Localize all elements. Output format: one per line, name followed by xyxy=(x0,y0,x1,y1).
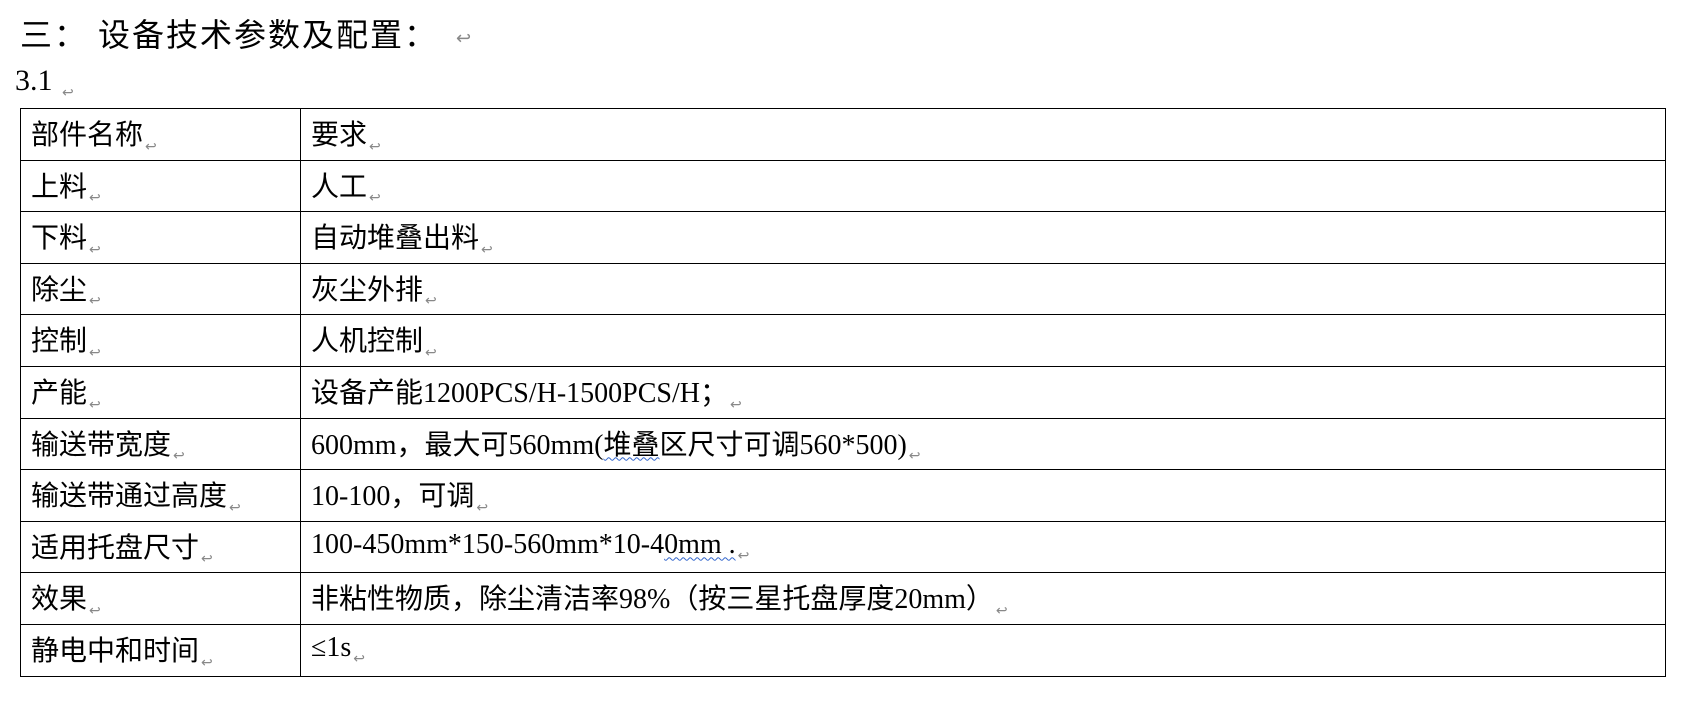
paragraph-mark-icon: ↩ xyxy=(201,552,213,567)
spec-value-text: 区尺寸可调560*500) xyxy=(659,430,906,461)
spec-value-cell: 要求↩ xyxy=(301,109,1666,161)
spec-value-cell: 自动堆叠出料↩ xyxy=(301,212,1666,264)
spec-value-cell: 人工↩ xyxy=(301,160,1666,212)
section-heading: 三： 设备技术参数及配置： ↩ xyxy=(20,10,1666,56)
spec-value-text: 灰尘外排 xyxy=(311,275,423,306)
spec-value-cell: 灰尘外排↩ xyxy=(301,263,1666,315)
paragraph-mark-icon: ↩ xyxy=(456,28,473,48)
spec-name-text: 输送带通过高度 xyxy=(31,481,227,512)
spec-name-cell: 除尘↩ xyxy=(21,263,301,315)
spec-name-cell: 下料↩ xyxy=(21,212,301,264)
table-row: 控制↩人机控制↩ xyxy=(21,315,1666,367)
spec-name-text: 静电中和时间 xyxy=(31,636,199,667)
paragraph-mark-icon: ↩ xyxy=(173,449,185,464)
spec-name-cell: 控制↩ xyxy=(21,315,301,367)
paragraph-mark-icon: ↩ xyxy=(201,656,213,671)
paragraph-mark-icon: ↩ xyxy=(229,501,241,516)
spec-name-text: 适用托盘尺寸 xyxy=(31,533,199,564)
table-row: 除尘↩灰尘外排↩ xyxy=(21,263,1666,315)
spec-value-cell: 设备产能1200PCS/H-1500PCS/H；↩ xyxy=(301,366,1666,418)
paragraph-mark-icon: ↩ xyxy=(89,398,101,413)
spec-name-cell: 输送带通过高度↩ xyxy=(21,470,301,522)
spec-name-text: 下料 xyxy=(31,223,87,254)
table-row: 效果↩非粘性物质，除尘清洁率98%（按三星托盘厚度20mm）↩ xyxy=(21,573,1666,625)
spec-name-cell: 部件名称↩ xyxy=(21,109,301,161)
section-subheading: 3.1 ↩ xyxy=(15,64,1666,102)
spec-name-cell: 静电中和时间↩ xyxy=(21,624,301,676)
paragraph-mark-icon: ↩ xyxy=(62,86,74,101)
paragraph-mark-icon: ↩ xyxy=(89,604,101,619)
spec-value-cell: 人机控制↩ xyxy=(301,315,1666,367)
spec-name-cell: 适用托盘尺寸↩ xyxy=(21,521,301,573)
spec-name-text: 除尘 xyxy=(31,275,87,306)
paragraph-mark-icon: ↩ xyxy=(909,449,921,464)
spec-value-text: 自动堆叠出料 xyxy=(311,223,479,254)
paragraph-mark-icon: ↩ xyxy=(369,140,381,155)
paragraph-mark-icon: ↩ xyxy=(89,294,101,309)
spec-value-text: ≤1s xyxy=(311,632,351,663)
paragraph-mark-icon: ↩ xyxy=(996,604,1008,619)
spec-name-text: 控制 xyxy=(31,326,87,357)
paragraph-mark-icon: ↩ xyxy=(89,191,101,206)
spellcheck-wavy-text: 0mm . xyxy=(664,529,736,560)
paragraph-mark-icon: ↩ xyxy=(425,346,437,361)
spec-name-text: 上料 xyxy=(31,172,87,203)
spec-value-cell: 100-450mm*150-560mm*10-40mm .↩ xyxy=(301,521,1666,573)
spec-value-text: 要求 xyxy=(311,120,367,151)
table-row: 静电中和时间↩≤1s↩ xyxy=(21,624,1666,676)
spec-name-text: 输送带宽度 xyxy=(31,430,171,461)
paragraph-mark-icon: ↩ xyxy=(476,501,488,516)
heading-text: 三： 设备技术参数及配置： xyxy=(20,17,438,53)
table-row: 产能↩设备产能1200PCS/H-1500PCS/H；↩ xyxy=(21,366,1666,418)
spec-value-cell: 10-100，可调↩ xyxy=(301,470,1666,522)
spec-name-cell: 产能↩ xyxy=(21,366,301,418)
table-row: 适用托盘尺寸↩100-450mm*150-560mm*10-40mm .↩ xyxy=(21,521,1666,573)
table-row: 上料↩人工↩ xyxy=(21,160,1666,212)
paragraph-mark-icon: ↩ xyxy=(145,140,157,155)
spec-name-text: 产能 xyxy=(31,378,87,409)
spec-name-cell: 效果↩ xyxy=(21,573,301,625)
spec-value-text: 人机控制 xyxy=(311,326,423,357)
paragraph-mark-icon: ↩ xyxy=(738,549,750,564)
spec-name-text: 效果 xyxy=(31,584,87,615)
spec-name-cell: 上料↩ xyxy=(21,160,301,212)
table-row: 输送带宽度↩600mm，最大可560mm(堆叠区尺寸可调560*500)↩ xyxy=(21,418,1666,470)
subheading-text: 3.1 xyxy=(15,64,53,97)
spec-value-cell: ≤1s↩ xyxy=(301,624,1666,676)
table-row: 部件名称↩要求↩ xyxy=(21,109,1666,161)
paragraph-mark-icon: ↩ xyxy=(425,294,437,309)
paragraph-mark-icon: ↩ xyxy=(369,191,381,206)
spec-name-cell: 输送带宽度↩ xyxy=(21,418,301,470)
spec-value-cell: 600mm，最大可560mm(堆叠区尺寸可调560*500)↩ xyxy=(301,418,1666,470)
spec-value-text: 设备产能1200PCS/H-1500PCS/H； xyxy=(311,378,728,409)
paragraph-mark-icon: ↩ xyxy=(353,652,365,667)
paragraph-mark-icon: ↩ xyxy=(730,398,742,413)
spec-table: 部件名称↩要求↩上料↩人工↩下料↩自动堆叠出料↩除尘↩灰尘外排↩控制↩人机控制↩… xyxy=(20,108,1666,677)
paragraph-mark-icon: ↩ xyxy=(89,346,101,361)
spellcheck-wavy-text: 堆叠 xyxy=(603,430,659,461)
spec-name-text: 部件名称 xyxy=(31,120,143,151)
spec-value-text: 10-100，可调 xyxy=(311,481,474,512)
spec-value-text: 600mm，最大可560mm( xyxy=(311,430,603,461)
table-row: 输送带通过高度↩10-100，可调↩ xyxy=(21,470,1666,522)
table-row: 下料↩自动堆叠出料↩ xyxy=(21,212,1666,264)
paragraph-mark-icon: ↩ xyxy=(481,243,493,258)
spec-value-text: 非粘性物质，除尘清洁率98%（按三星托盘厚度20mm） xyxy=(311,584,994,615)
spec-value-text: 100-450mm*150-560mm*10-4 xyxy=(311,529,664,560)
paragraph-mark-icon: ↩ xyxy=(89,243,101,258)
spec-value-cell: 非粘性物质，除尘清洁率98%（按三星托盘厚度20mm）↩ xyxy=(301,573,1666,625)
spec-value-text: 人工 xyxy=(311,172,367,203)
